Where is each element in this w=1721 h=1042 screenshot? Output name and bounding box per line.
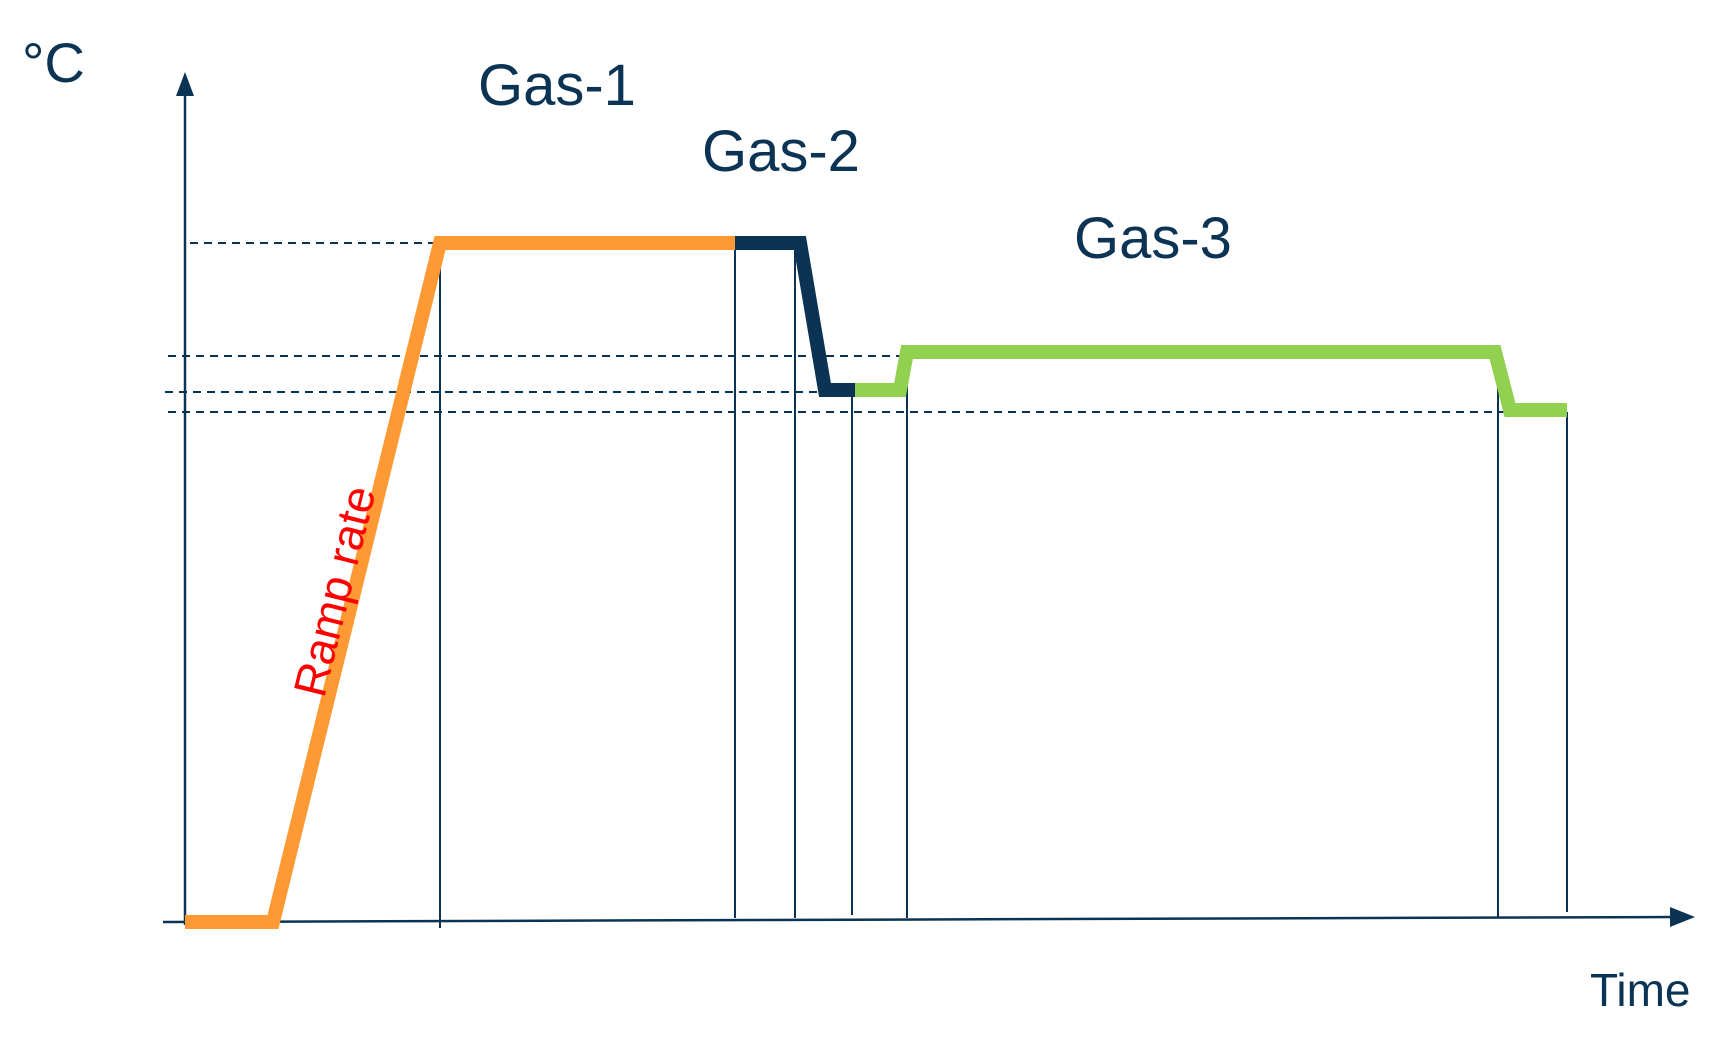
axes: [162, 72, 1695, 927]
segment-dividers: [439, 243, 1568, 928]
gas1-profile-segment: [185, 236, 735, 929]
y-axis-arrowhead: [176, 72, 194, 96]
x-axis-time-label: Time: [1590, 964, 1691, 1016]
x-axis: [162, 915, 1673, 924]
gas3-label: Gas-3: [1074, 206, 1232, 271]
profile: [185, 236, 1567, 929]
gas2-profile-segment: [735, 236, 855, 397]
gas2-label: Gas-2: [702, 119, 860, 184]
ramp-rate-label: Ramp rate: [283, 481, 385, 702]
gas1-label: Gas-1: [478, 53, 636, 118]
gas3-profile-segment: [855, 345, 1567, 417]
x-axis-arrowhead: [1670, 907, 1695, 927]
y-axis-unit-label: °C: [22, 31, 85, 94]
